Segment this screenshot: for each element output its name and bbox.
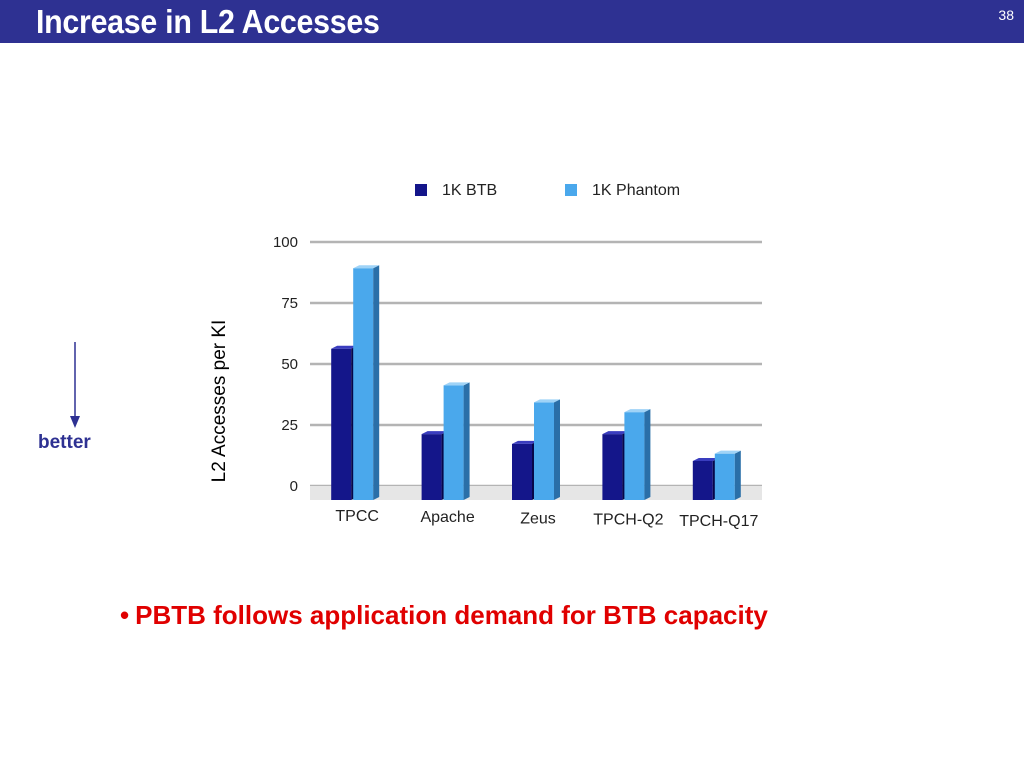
bullet-text: PBTB follows application demand for BTB … (135, 600, 768, 630)
bar (421, 434, 442, 500)
x-tick-label: Apache (420, 509, 474, 526)
page-title: Increase in L2 Accesses (36, 3, 380, 40)
x-tick-label: TPCH-Q17 (679, 513, 758, 530)
bar-top (534, 399, 560, 403)
title-bar: Increase in L2 Accesses 38 (0, 0, 1024, 43)
x-tick-label: Zeus (520, 510, 556, 527)
bar (602, 434, 623, 500)
bullet-dot-icon: • (120, 600, 130, 630)
bar (512, 443, 532, 500)
bar-top (692, 457, 719, 461)
bar (624, 412, 645, 500)
bar-top (624, 409, 651, 413)
bar-side (554, 399, 560, 500)
bar-top (331, 345, 358, 349)
bar (714, 453, 735, 500)
bar-top (602, 431, 629, 435)
bar-side (373, 265, 380, 500)
legend-swatch (415, 184, 427, 196)
bar-side (734, 450, 741, 500)
bar (534, 402, 554, 500)
legend-label: 1K BTB (442, 182, 497, 199)
bar-top (353, 265, 380, 269)
better-label: better (38, 432, 91, 453)
y-tick-label: 75 (281, 295, 298, 312)
bar-top (421, 431, 448, 435)
bar (331, 348, 352, 500)
bar-top (443, 382, 470, 386)
y-tick-label: 0 (290, 478, 298, 495)
y-tick-label: 100 (273, 234, 298, 251)
bar-side (644, 409, 651, 500)
x-tick-label: TPCH-Q2 (593, 512, 663, 529)
y-tick-label: 50 (281, 356, 298, 373)
bar-top (512, 440, 538, 444)
bar (692, 460, 713, 500)
legend-label: 1K Phantom (592, 182, 680, 199)
bullet-point: • PBTB follows application demand for BTB… (120, 600, 768, 631)
x-tick-label: TPCC (335, 508, 379, 525)
bar-side (463, 382, 470, 500)
slide-number: 38 (998, 7, 1014, 23)
bar (443, 385, 464, 500)
bar-top (714, 450, 741, 454)
y-tick-label: 25 (281, 417, 298, 434)
down-arrow-icon (70, 342, 80, 428)
bar (353, 268, 374, 500)
legend-swatch (565, 184, 577, 196)
